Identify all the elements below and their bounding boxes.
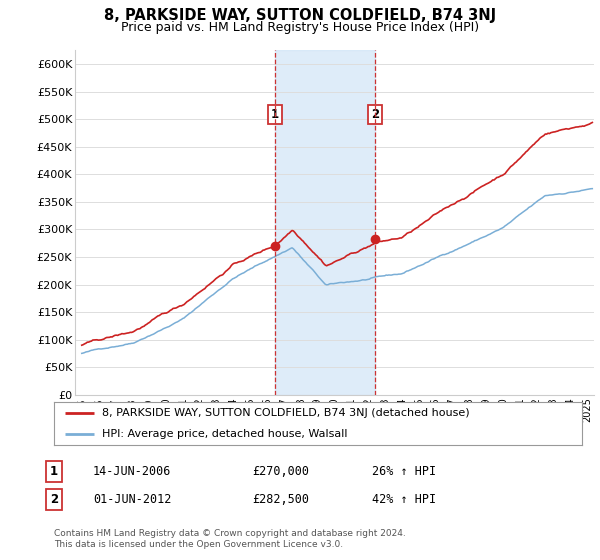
Text: 1: 1 (50, 465, 58, 478)
Text: HPI: Average price, detached house, Walsall: HPI: Average price, detached house, Wals… (101, 430, 347, 439)
Text: 26% ↑ HPI: 26% ↑ HPI (372, 465, 436, 478)
Text: £270,000: £270,000 (252, 465, 309, 478)
Text: 14-JUN-2006: 14-JUN-2006 (93, 465, 172, 478)
Text: 01-JUN-2012: 01-JUN-2012 (93, 493, 172, 506)
Text: £282,500: £282,500 (252, 493, 309, 506)
Text: 8, PARKSIDE WAY, SUTTON COLDFIELD, B74 3NJ (detached house): 8, PARKSIDE WAY, SUTTON COLDFIELD, B74 3… (101, 408, 469, 418)
Text: 2: 2 (50, 493, 58, 506)
Text: 8, PARKSIDE WAY, SUTTON COLDFIELD, B74 3NJ: 8, PARKSIDE WAY, SUTTON COLDFIELD, B74 3… (104, 8, 496, 24)
Text: Price paid vs. HM Land Registry's House Price Index (HPI): Price paid vs. HM Land Registry's House … (121, 21, 479, 34)
Bar (275, 50, 375, 395)
Text: Contains HM Land Registry data © Crown copyright and database right 2024.
This d: Contains HM Land Registry data © Crown c… (54, 529, 406, 549)
Text: 1: 1 (271, 108, 279, 121)
Text: 2: 2 (371, 108, 379, 121)
Text: 42% ↑ HPI: 42% ↑ HPI (372, 493, 436, 506)
